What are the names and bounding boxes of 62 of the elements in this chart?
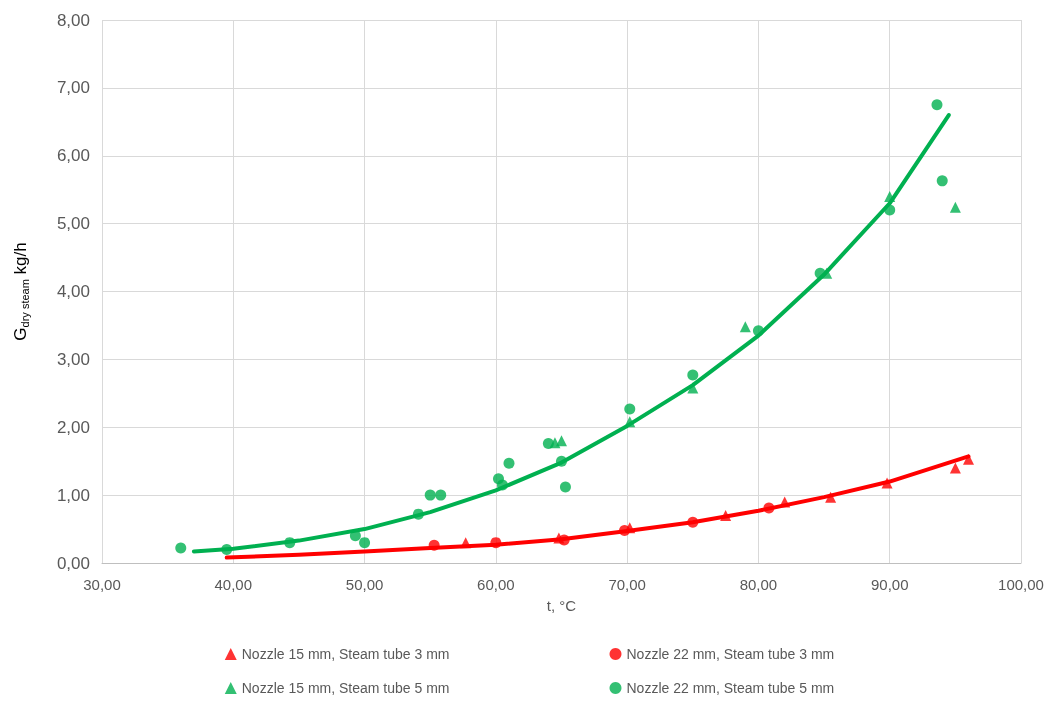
point — [739, 321, 751, 333]
y-tick-label: 4,00 — [56, 282, 90, 301]
point — [949, 462, 961, 474]
point — [884, 204, 896, 216]
point — [542, 438, 554, 450]
line-series — [191, 113, 951, 554]
point — [503, 457, 515, 469]
y-axis-title: Gdry steam kg/h — [11, 242, 31, 341]
y-tick-label: 8,00 — [56, 10, 90, 30]
x-tick-label: 90,00 — [870, 576, 909, 593]
x-tick-label: 60,00 — [477, 576, 515, 593]
legend-label: Nozzle 15 mm, Steam tube 5 mm — [241, 680, 450, 696]
point — [284, 537, 296, 549]
point — [720, 509, 732, 521]
y-tick-label: 1,00 — [56, 485, 90, 505]
point — [936, 175, 948, 187]
point — [949, 201, 961, 213]
point — [931, 99, 943, 111]
point — [619, 524, 631, 536]
point — [556, 435, 567, 447]
point — [624, 403, 636, 415]
x-tick-label: 30,00 — [83, 576, 121, 593]
point — [624, 416, 636, 428]
point — [435, 489, 447, 501]
point — [752, 325, 764, 337]
legend-label: Nozzle 22 mm, Steam tube 3 mm — [626, 646, 835, 662]
point — [424, 489, 436, 501]
x-tick-label: 40,00 — [214, 576, 253, 593]
point — [460, 537, 472, 549]
y-tick-label: 6,00 — [56, 146, 90, 166]
y-tick-label: 7,00 — [56, 78, 90, 98]
point — [779, 496, 791, 508]
point — [428, 539, 440, 551]
point — [687, 382, 699, 394]
point — [825, 491, 837, 503]
point — [962, 453, 974, 465]
point — [881, 477, 893, 489]
x-tick-label: 80,00 — [739, 576, 778, 593]
point — [763, 502, 775, 514]
x-tick-label: 100,00 — [998, 576, 1044, 593]
point — [687, 516, 699, 528]
point — [884, 190, 896, 202]
y-tick-label: 2,00 — [56, 417, 90, 437]
y-tick-label: 3,00 — [56, 349, 90, 369]
x-axis-title: t, °C — [546, 597, 577, 614]
point — [175, 542, 187, 554]
y-tick-label: 5,00 — [56, 214, 90, 234]
x-tick-label: 70,00 — [608, 576, 646, 593]
point — [556, 455, 567, 467]
point — [814, 267, 826, 279]
point — [559, 481, 571, 493]
point — [687, 369, 699, 381]
x-tick-label: 50,00 — [345, 576, 384, 593]
point — [496, 479, 508, 491]
point — [490, 537, 502, 549]
point — [359, 537, 371, 549]
point — [558, 534, 570, 546]
point — [412, 508, 424, 520]
legend-label: Nozzle 22 mm, Steam tube 5 mm — [626, 680, 835, 696]
legend-label: Nozzle 15 mm, Steam tube 3 mm — [241, 646, 450, 662]
y-tick-label: 0,00 — [56, 553, 90, 573]
point — [221, 543, 233, 555]
